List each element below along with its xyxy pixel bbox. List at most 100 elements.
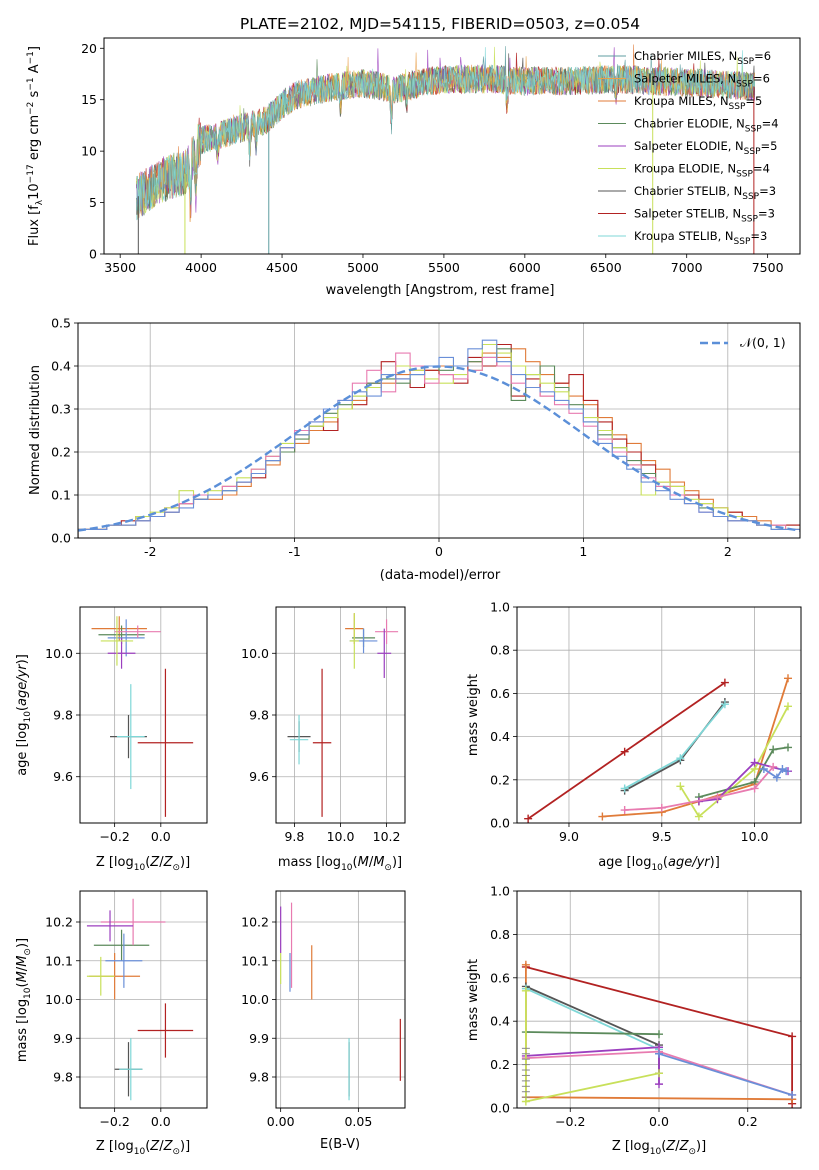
- plot-area: [524, 674, 793, 823]
- x-axis-label: age [log10(age/yr)]: [598, 855, 720, 873]
- z-weight-panel: −0.2 0.0 0.20.00.20.40.60.81.0Z [log10(Z/Z…: [466, 884, 802, 1157]
- y-tick-label: 9.9: [53, 1031, 73, 1046]
- chart-title: PLATE=2102, MJD=54115, FIBERID=0503, z=0…: [240, 15, 640, 33]
- x-tick-label: 0.0: [649, 1114, 669, 1129]
- label-part: Salpeter MILES, N: [634, 72, 736, 86]
- weight-marker: [676, 754, 685, 763]
- label-part: age [log: [15, 723, 30, 776]
- y-tick-label: 0.8: [490, 927, 510, 942]
- label-part: mass [log: [278, 855, 341, 870]
- y-tick-label: 0.1: [51, 488, 71, 503]
- weight-marker: [784, 743, 793, 752]
- label-part: M: [358, 855, 369, 870]
- label-part: =4: [762, 117, 779, 131]
- ticks: [272, 921, 359, 1112]
- y-tick-label: 0.5: [51, 316, 71, 331]
- legend-label: Salpeter MILES, NSSP=6: [634, 72, 770, 90]
- y-tick-label: 10.0: [45, 646, 73, 661]
- weight-line-kroupa_stelib: [525, 987, 660, 1051]
- weight-marker: [769, 745, 778, 754]
- label-part: A: [27, 64, 42, 77]
- label-part: SSP: [742, 192, 759, 202]
- label-part: SSP: [744, 147, 761, 157]
- y-axis-label: mass weight: [466, 674, 481, 756]
- x-axis-label: mass [log10(M/M⊙)]: [278, 855, 402, 873]
- label-part: =3: [750, 229, 767, 243]
- weight-line-blue: [658, 1052, 793, 1096]
- grid: [517, 606, 801, 824]
- spectrum-line-kroupa_stelib: [136, 47, 755, 221]
- y-tick-label: 9.8: [249, 708, 269, 723]
- label-part: Salpeter STELIB, N: [634, 207, 741, 221]
- weight-marker: [750, 758, 759, 767]
- x-tick-label: 4000: [185, 260, 217, 275]
- label-part: 10: [650, 1147, 662, 1157]
- label-part: /: [15, 966, 30, 971]
- y-tick-label: 9.8: [53, 708, 73, 723]
- x-tick-label: 6500: [590, 260, 622, 275]
- x-axis-label: Z [log10(Z/Z⊙)]: [96, 1139, 190, 1157]
- label-part: Z: [163, 1139, 174, 1154]
- label-part: 10: [134, 863, 146, 873]
- legend-label: 𝒩(0, 1): [740, 335, 786, 350]
- y-tick-label: 10.2: [241, 915, 269, 930]
- label-part: =3: [758, 207, 775, 221]
- label-part: SSP: [734, 237, 751, 247]
- spectrum-line-chabrier_miles: [136, 46, 755, 217]
- label-part: −2: [26, 102, 36, 115]
- label-part: =3: [759, 184, 776, 198]
- label-part: Z [log: [96, 1139, 134, 1154]
- label-part: 10: [134, 1147, 146, 1157]
- grid: [276, 607, 405, 823]
- label-part: 𝒩: [740, 335, 755, 350]
- y-tick-label: 20: [81, 41, 97, 56]
- label-part: (: [15, 706, 30, 711]
- spectrum-panel: 3500 4000 4500 5000 5500 6000 6500 7000 7500 0 5 10…: [26, 15, 801, 298]
- axes-frame: [275, 890, 406, 1109]
- label-part: SSP: [741, 215, 758, 225]
- legend-label: Salpeter STELIB, NSSP=3: [634, 207, 775, 225]
- legend-label: Salpeter ELODIE, NSSP=5: [634, 139, 777, 157]
- weight-line-salpeter_elodie: [698, 761, 789, 803]
- y-tick-label: 9.6: [53, 769, 73, 784]
- x-axis-label: Z [log10(Z/Z⊙)]: [96, 855, 190, 873]
- grid: [80, 891, 207, 1108]
- y-axis-label: Flux [fλ10−17 erg cm−2 s−1 A−1]: [26, 46, 45, 246]
- y-tick-label: 0.2: [51, 445, 71, 460]
- weight-marker: [655, 1030, 663, 1039]
- y-tick-label: 10.2: [45, 915, 73, 930]
- label-part: )]: [180, 1139, 190, 1154]
- x-tick-label: 4500: [266, 260, 298, 275]
- y-tick-label: 0.6: [490, 686, 510, 701]
- plot-area: [78, 339, 800, 538]
- label-part: age/yr: [668, 855, 711, 870]
- y-tick-label: 10.1: [241, 953, 269, 968]
- label-part: Chabrier MILES, N: [634, 49, 737, 63]
- x-tick-label: 2: [724, 544, 732, 559]
- weight-marker: [620, 806, 629, 815]
- weight-marker: [713, 793, 722, 802]
- label-part: ⊙: [172, 863, 180, 873]
- gaussian-curve: [78, 365, 800, 532]
- label-part: )]: [710, 855, 720, 870]
- x-tick-label: 7500: [752, 260, 784, 275]
- y-tick-label: 0.4: [51, 359, 71, 374]
- x-tick-label: 10.0: [741, 829, 769, 844]
- label-part: 10: [23, 987, 33, 999]
- y-tick-label: 10.1: [45, 953, 73, 968]
- label-part: )]: [696, 1139, 706, 1154]
- y-tick-label: 9.8: [249, 1070, 269, 1085]
- legend-label: Kroupa MILES, NSSP=5: [634, 94, 762, 112]
- label-part: =5: [761, 139, 778, 153]
- x-tick-label: 0.05: [344, 1114, 372, 1129]
- weight-line-chabrier_elodie: [698, 746, 789, 798]
- label-part: λ: [35, 199, 45, 205]
- legend-label: Chabrier ELODIE, NSSP=4: [634, 117, 779, 135]
- weight-line-chabrier_stelib: [624, 701, 726, 792]
- x-tick-label: 7000: [671, 260, 703, 275]
- weight-marker: [694, 812, 703, 821]
- x-tick-label: −0.2: [555, 1114, 585, 1129]
- y-tick-label: 0.4: [490, 1014, 510, 1029]
